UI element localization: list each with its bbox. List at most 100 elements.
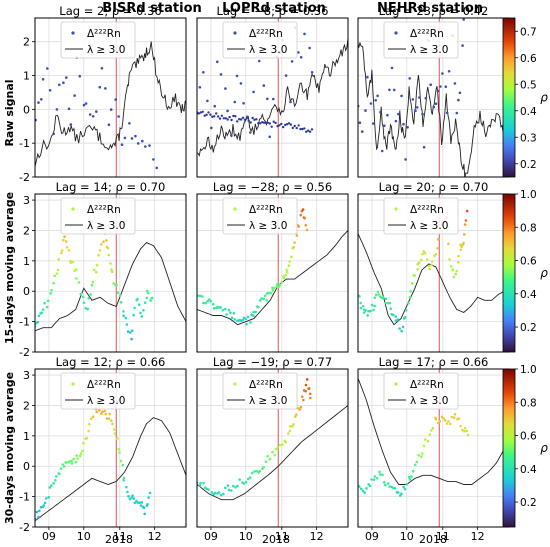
colorbar-row-2-tick-label: 0.4: [520, 464, 537, 476]
panel-r1c0-rn-point: [40, 311, 44, 315]
panel-r2c2-rn-point: [445, 422, 449, 425]
panel-r0c1-rn-point: [266, 121, 270, 125]
panel-r0c1-rn-point: [293, 124, 296, 128]
panel-r2c1-rn-point: [298, 408, 302, 411]
panel-r0c2-rn-point: [436, 89, 440, 93]
panel-r2c1-rn-point: [288, 425, 292, 428]
panel-r1c2-lambda-line: [358, 233, 509, 326]
panel-r1c0-rn-point: [41, 308, 45, 311]
panel-r0c0-rn-points: [35, 56, 158, 170]
panel-r2c0-xtick-label: 09: [42, 530, 56, 543]
panel-r1c0-rn-point: [142, 309, 145, 312]
panel-r1c2-rn-point: [376, 290, 380, 294]
panel-r0c0-rn-point: [123, 136, 127, 140]
panel-r1c1-legend-rn-marker: [233, 207, 237, 211]
panel-r2c1-legend-rn-label: Δ²²²Rn: [249, 379, 283, 391]
panel-r1c0-rn-point: [62, 238, 65, 242]
panel-r0c0-rn-point: [155, 166, 158, 170]
panel-r1c1-rn-point: [241, 318, 245, 322]
panel-r0c1-rn-point: [236, 120, 239, 123]
panel-r2c1-rn-point: [264, 460, 268, 464]
panel-r0c1-rn-point: [210, 126, 213, 130]
panel-r0c1-rn-point: [262, 84, 266, 87]
panel-r0c2-rn-point: [358, 121, 362, 124]
panel-r0c1-title: Lag = −8; ρ = 0.36: [216, 4, 328, 18]
panel-r2c0-rn-point: [148, 491, 152, 495]
panel-r1c1-rn-point: [227, 308, 231, 312]
panel-r2c2-xtick-label: 12: [471, 530, 485, 543]
panel-r2c1-rn-point: [305, 378, 309, 381]
panel-r0c1-rn-point: [268, 122, 271, 125]
colorbar-row-2-tick-label: 0.6: [520, 431, 537, 443]
panel-r1c1-rn-point: [202, 301, 205, 305]
panel-r1c2-rn-point: [434, 252, 438, 256]
panel-r1c2-rn-point: [447, 242, 450, 246]
panel-r1c1-legend-line-label: λ ≥ 3.0: [249, 220, 287, 232]
colorbar-row-1-tick-label: 0.8: [520, 222, 537, 234]
panel-r1c0-rn-point: [65, 246, 69, 249]
panel-r1c2-rn-point: [359, 306, 363, 310]
panel-r2c1-rn-point: [224, 486, 227, 490]
panel-r2c0-rn-point: [128, 497, 132, 501]
panel-r1c1-rn-point: [265, 299, 269, 302]
panel-r1c0-rn-point: [116, 291, 120, 295]
panel-r1c1-rn-point: [271, 289, 275, 292]
panel-r2c0-rn-point: [35, 510, 39, 514]
panel-r2c1-rn-point: [294, 415, 297, 418]
panel-r1c2-rn-point: [389, 307, 393, 311]
panel-r0c1-rn-point: [282, 125, 285, 129]
panel-r0c1-rn-point: [220, 114, 224, 118]
panel-r1c1-title: Lag = −28; ρ = 0.56: [213, 180, 332, 194]
panel-r1c0-rn-point: [93, 268, 96, 272]
panel-r1c1-rn-point: [285, 268, 289, 272]
panel-r0c0-rn-point: [104, 87, 107, 90]
x-axis-year-label-col2: 2018: [262, 533, 290, 546]
panel-r2c0-rn-point: [91, 415, 95, 419]
panel-r1c2-rn-point: [436, 247, 439, 250]
panel-r0c2-rn-point: [397, 112, 400, 116]
panel-r2c2-rn-point: [402, 485, 406, 489]
panel-r0c2-rn-point: [462, 18, 466, 21]
panel-r0c1-rn-point: [209, 113, 212, 116]
panel-r0c1-rn-point: [205, 113, 208, 117]
panel-r1c0-rn-point: [56, 268, 60, 272]
panel-r0c2-rn-point: [400, 94, 403, 98]
panel-r0c2-rn-point: [366, 75, 369, 79]
panel-r0c1-rn-point: [241, 116, 245, 120]
panel-r1c0-rn-point: [60, 251, 63, 255]
panel-r0c1-rn-point: [278, 124, 281, 127]
panel-r0c2-rn-point: [374, 99, 378, 102]
panel-r1c1-rn-point: [290, 255, 293, 259]
panel-r1c0-rn-point: [100, 243, 103, 246]
panel-r2c0-rn-point: [111, 422, 114, 426]
panel-r1c0-rn-point: [139, 311, 142, 315]
panel-r1c2-rn-point: [428, 267, 431, 271]
panel-r0c1-rn-point: [308, 46, 311, 50]
panel-r2c0-rn-point: [37, 515, 40, 519]
panel-r0c1-rn-point: [224, 87, 227, 90]
panel-r0c2-rn-point: [360, 130, 364, 133]
panel-r0c2-rn-point: [453, 82, 457, 85]
panel-r0c2-rn-point: [424, 96, 428, 100]
colorbar-row-0-tick-label: 0.4: [520, 106, 537, 118]
panel-r0c0-ytick-label: 1: [23, 70, 30, 83]
panel-r0c1-rn-point: [201, 110, 204, 114]
panel-r1c0-rn-point: [112, 282, 115, 285]
panel-r0c2-rn-point: [421, 112, 424, 116]
panel-r0c0-rn-point: [62, 81, 65, 84]
panel-r1c1-rn-point: [304, 223, 308, 227]
panel-r2c1-rn-point: [236, 484, 239, 488]
panel-r2c2-rn-point: [459, 424, 462, 428]
panel-r2c2-rn-point: [436, 421, 440, 425]
panel-r2c0-rn-point: [48, 486, 51, 489]
panel-r0c2-rn-point: [390, 66, 394, 70]
panel-r1c1-rn-point: [229, 311, 232, 315]
panel-r0c1-rn-point: [274, 121, 277, 125]
colorbar-row-2-tick-label: 1.0: [520, 364, 537, 376]
panel-r1c2-rn-point: [384, 297, 388, 301]
panel-r0c1-legend-line-label: λ ≥ 3.0: [249, 44, 287, 56]
panel-r1c1-rn-point: [221, 308, 225, 312]
panel-r1c2-rn-point: [362, 311, 366, 314]
panel-r0c1-rn-point: [301, 127, 304, 131]
panel-r1c2-legend-rn-label: Δ²²²Rn: [410, 204, 444, 216]
